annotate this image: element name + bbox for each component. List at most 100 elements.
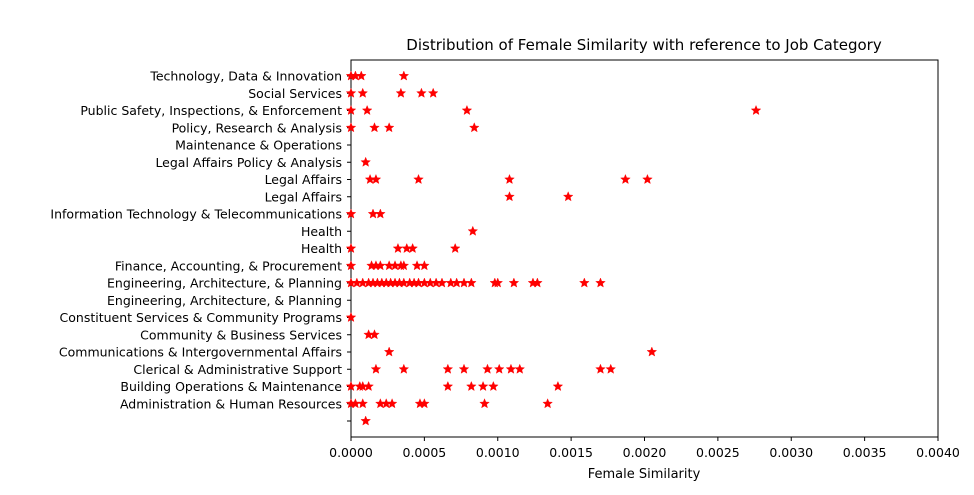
data-point-star — [392, 242, 404, 253]
data-point-star — [542, 398, 553, 409]
y-tick-label: Constituent Services & Community Program… — [60, 310, 342, 325]
y-tick-label: Finance, Accounting, & Procurement — [115, 258, 342, 273]
data-point-star — [345, 311, 357, 322]
data-point-star — [398, 70, 410, 81]
data-point-star — [436, 277, 448, 288]
data-point-star — [579, 277, 590, 288]
data-point-star — [345, 208, 357, 219]
y-tick-label: Information Technology & Telecommunicati… — [50, 207, 342, 222]
x-tick-label: 0.0000 — [329, 445, 373, 460]
data-point-star — [369, 329, 380, 340]
y-tick-label: Health — [301, 241, 342, 256]
data-point-star — [407, 242, 418, 253]
data-point-star — [505, 363, 517, 374]
x-tick-label: 0.0035 — [843, 445, 887, 460]
data-point-star — [492, 277, 504, 288]
data-point-star — [508, 277, 520, 288]
data-point-star — [361, 104, 373, 115]
data-point-star — [375, 260, 386, 271]
x-tick-label: 0.0030 — [769, 445, 813, 460]
data-point-star — [504, 173, 515, 184]
plot-frame — [350, 59, 939, 438]
x-tick-label: 0.0015 — [549, 445, 593, 460]
y-tick-label: Health — [301, 224, 342, 239]
data-point-star — [532, 277, 543, 288]
data-point-star — [398, 363, 410, 374]
data-point-star — [370, 173, 382, 184]
data-point-star — [458, 363, 470, 374]
data-point-star — [466, 380, 477, 391]
y-tick-label: Building Operations & Maintenance — [120, 379, 342, 394]
data-point-star — [488, 380, 499, 391]
data-point-star — [369, 122, 380, 133]
data-point-star — [461, 104, 473, 115]
data-point-star — [413, 173, 424, 184]
data-point-star — [345, 380, 357, 391]
y-tick-label: Maintenance & Operations — [175, 138, 342, 153]
data-point-star — [395, 87, 407, 98]
data-point-star — [427, 87, 439, 98]
data-point-star — [356, 70, 367, 81]
y-tick-label: Legal Affairs — [265, 172, 342, 187]
data-point-star — [467, 225, 479, 236]
data-point-star — [595, 363, 606, 374]
y-tick-label: Community & Business Services — [140, 327, 342, 342]
y-tick-label: Policy, Research & Analysis — [172, 120, 342, 135]
data-point-star — [458, 277, 470, 288]
plot-area: 0.0000 0.0005 0.0010 0.0015 0.0020 0.0025 0.00… — [50, 59, 960, 460]
data-point-star — [383, 346, 395, 357]
y-tick-label: Administration & Human Resources — [120, 396, 342, 411]
data-point-star — [416, 87, 427, 98]
x-tick-label: 0.0020 — [623, 445, 667, 460]
data-point-star — [360, 415, 371, 426]
data-point-star — [345, 242, 357, 253]
y-tick-label: Public Safety, Inspections, & Enforcemen… — [80, 103, 342, 118]
data-point-star — [386, 398, 398, 409]
data-point-star — [468, 122, 480, 133]
y-tick-label: Communications & Intergovernmental Affai… — [59, 345, 342, 360]
y-tick-label: Technology, Data & Innovation — [149, 69, 342, 84]
y-tick-label: Clerical & Administrative Support — [133, 362, 342, 377]
data-point-star — [642, 173, 653, 184]
data-point-star — [493, 363, 505, 374]
data-point-star — [375, 208, 386, 219]
y-tick-label: Engineering, Architecture, & Planning — [107, 293, 342, 308]
data-point-star — [449, 242, 461, 253]
data-point-star — [504, 191, 515, 202]
x-tick-label: 0.0010 — [476, 445, 520, 460]
data-point-star — [605, 363, 617, 374]
data-point-star — [360, 156, 371, 167]
data-point-star — [620, 173, 631, 184]
data-point-star — [345, 260, 357, 271]
y-tick-label: Legal Affairs Policy & Analysis — [155, 155, 342, 170]
x-tick-label: 0.0025 — [696, 445, 740, 460]
data-point-star — [442, 363, 454, 374]
y-tick-label: Legal Affairs — [265, 189, 342, 204]
data-point-star — [646, 346, 658, 357]
data-point-star — [345, 87, 357, 98]
data-point-star — [357, 87, 369, 98]
data-point-star — [466, 277, 477, 288]
data-point-star — [482, 363, 493, 374]
data-point-star — [345, 104, 357, 115]
x-axis-label: Female Similarity — [588, 467, 701, 482]
data-point-star — [750, 104, 762, 115]
data-point-star — [419, 260, 430, 271]
data-point-star — [514, 363, 526, 374]
data-point-star — [411, 260, 423, 271]
data-point-star — [442, 380, 454, 391]
x-tick-label: 0.0040 — [916, 445, 960, 460]
chart-title: Distribution of Female Similarity with r… — [406, 36, 882, 54]
data-point-star — [477, 380, 489, 391]
data-point-star — [383, 122, 395, 133]
y-tick-label: Social Services — [248, 86, 342, 101]
data-point-star — [419, 398, 430, 409]
x-tick-label: 0.0005 — [403, 445, 447, 460]
y-tick-label: Engineering, Architecture, & Planning — [107, 276, 342, 291]
data-point-star — [370, 363, 382, 374]
data-point-star — [357, 398, 369, 409]
data-point-star — [479, 398, 490, 409]
data-point-star — [398, 260, 410, 271]
